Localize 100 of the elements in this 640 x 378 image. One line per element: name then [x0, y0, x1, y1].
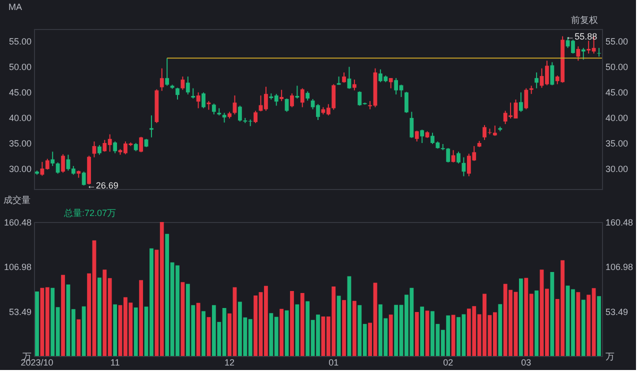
bar	[550, 272, 554, 356]
candlestick	[347, 66, 352, 90]
candlestick	[160, 68, 164, 92]
candlestick	[597, 47, 601, 58]
bar	[342, 300, 346, 356]
annotation: ←55.88	[566, 31, 598, 42]
x-tick-label: 03	[521, 358, 532, 368]
y-tick-label: 35.00	[8, 138, 32, 148]
candlestick	[404, 91, 408, 114]
candlestick	[410, 111, 414, 138]
bar	[597, 296, 601, 356]
candlestick	[165, 58, 170, 86]
candlestick	[342, 72, 346, 84]
bar	[414, 312, 419, 356]
candlestick	[222, 112, 226, 124]
y-tick-label: 50.00	[8, 62, 32, 72]
bar	[196, 302, 200, 356]
candlestick	[295, 85, 300, 100]
annotation: ←26.69	[86, 180, 118, 190]
chart-subtitle: 总量:72.07万	[63, 208, 116, 218]
candlestick	[420, 129, 424, 144]
candlestick	[50, 151, 55, 166]
y-tick-label: 55.00	[8, 36, 32, 46]
y2-tick-label: 35.00	[606, 138, 628, 148]
bar	[97, 278, 102, 356]
y2-tick-label: 106.98	[606, 262, 634, 272]
x-tick-label: 12	[224, 358, 235, 368]
candlestick	[306, 90, 310, 102]
candlestick	[139, 136, 144, 153]
candlestick	[254, 110, 258, 124]
y-tick-label: 40.00	[8, 112, 32, 123]
bar	[35, 292, 39, 356]
candlestick	[186, 76, 190, 95]
bar	[113, 304, 117, 356]
bar	[76, 319, 81, 356]
bar	[139, 280, 144, 356]
bar	[451, 314, 456, 356]
candlestick	[550, 62, 554, 86]
y2-tick-label: 160.48	[606, 218, 634, 228]
y2-tick-label: 53.49	[606, 306, 628, 317]
x-tick-label: 01	[328, 358, 339, 368]
chart-title: MA	[8, 2, 22, 12]
bar	[61, 274, 65, 356]
candlestick	[113, 140, 117, 154]
candlestick	[534, 72, 539, 89]
bar	[388, 314, 393, 356]
bar	[352, 300, 356, 356]
candlestick	[388, 78, 393, 89]
bar	[180, 282, 185, 356]
bar	[498, 304, 502, 356]
x-tick-label: 02	[443, 358, 454, 368]
bar	[82, 306, 86, 356]
x-tick-label: 11	[110, 358, 120, 368]
candlestick	[212, 103, 216, 115]
candlestick	[284, 98, 289, 112]
text: 前复权	[571, 15, 598, 25]
bar	[300, 292, 304, 356]
candlestick	[300, 88, 304, 108]
candlestick	[519, 92, 523, 112]
candlestick	[414, 130, 419, 142]
y-tick-label: 30.00	[8, 164, 32, 174]
candlestick	[232, 94, 237, 115]
y-tick-label: 106.98	[4, 262, 32, 272]
y2-tick-label: 50.00	[606, 62, 628, 72]
candlestick	[150, 114, 154, 138]
candlestick	[280, 89, 284, 102]
candlestick	[238, 105, 242, 122]
bar	[425, 310, 430, 356]
candlestick	[180, 76, 185, 90]
candlestick	[290, 92, 294, 108]
candlestick	[456, 151, 460, 164]
candlestick	[191, 88, 196, 100]
bar	[534, 290, 539, 356]
candlestick	[176, 87, 180, 100]
bar	[336, 296, 341, 356]
bar	[206, 317, 211, 356]
candlestick	[97, 144, 102, 156]
candlestick	[202, 92, 206, 109]
candlestick	[82, 171, 86, 186]
bar	[581, 300, 586, 356]
y-tick-label: 45.00	[8, 87, 32, 98]
y2-tick-label: 55.00	[606, 36, 628, 46]
candlestick	[61, 154, 65, 174]
y2-tick-label: 45.00	[606, 87, 628, 98]
candlestick	[576, 46, 580, 62]
bar	[134, 307, 138, 356]
y-tick-label: 53.49	[8, 306, 32, 317]
y2-tick-label: 40.00	[606, 112, 628, 123]
candlestick	[492, 125, 497, 136]
bar	[202, 311, 206, 356]
bar	[576, 292, 580, 356]
candlestick	[352, 79, 356, 91]
candlestick	[581, 47, 586, 60]
y2-tick-label: 万	[606, 352, 614, 362]
bar	[295, 304, 300, 356]
candlestick	[56, 162, 60, 174]
bar	[519, 278, 523, 356]
y-tick-label: 160.48	[4, 218, 32, 228]
y2-tick-label: 30.00	[606, 164, 628, 174]
candlestick	[451, 150, 456, 163]
